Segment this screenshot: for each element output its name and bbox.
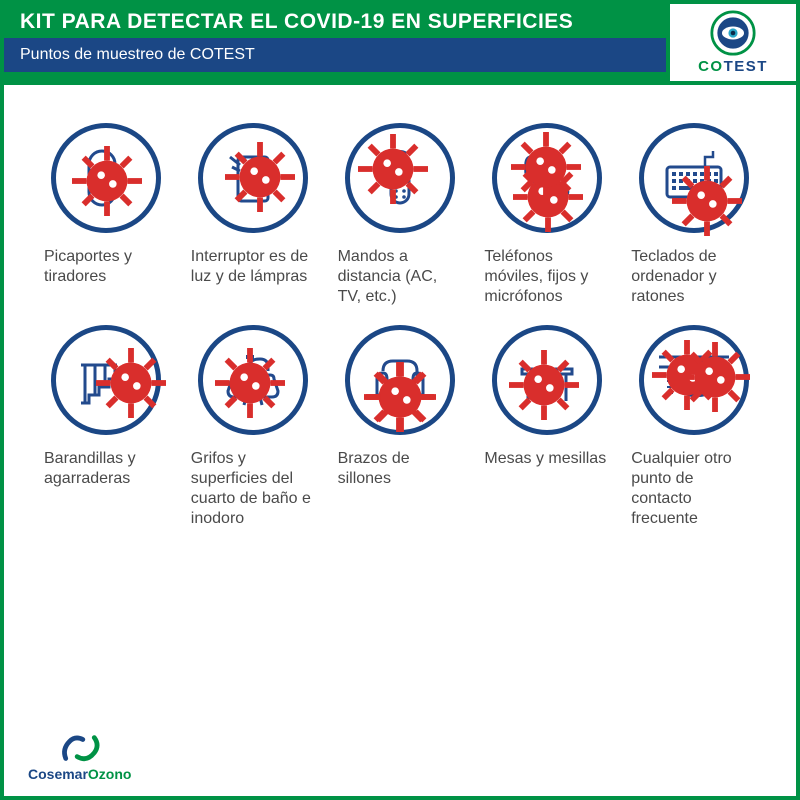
- cosemar-icon: [55, 730, 105, 768]
- remote-icon: [345, 123, 455, 233]
- brand-name: COTEST: [698, 58, 768, 75]
- item-remote: Mandos a distancia (AC, TV, etc.): [338, 123, 463, 307]
- subtitle: Puntos de muestreo de COTEST: [4, 38, 666, 72]
- items-grid: Picaportes y tiradores Interruptor es de…: [4, 85, 796, 549]
- item-keyboard: Teclados de ordenador y ratones: [631, 123, 756, 307]
- item-anycontact: Cualquier otro punto de contacto frecuen…: [631, 325, 756, 529]
- table-icon: [492, 325, 602, 435]
- keyboard-icon: [639, 123, 749, 233]
- item-label: Teléfonos móviles, fijos y micrófonos: [484, 247, 609, 307]
- item-doorknob: Picaportes y tiradores: [44, 123, 169, 307]
- header: KIT PARA DETECTAR EL COVID-19 EN SUPERFI…: [4, 4, 796, 85]
- header-left: KIT PARA DETECTAR EL COVID-19 EN SUPERFI…: [4, 4, 666, 85]
- item-lightswitch: Interruptor es de luz y de lámpras: [191, 123, 316, 307]
- virus-icon: [672, 166, 742, 236]
- doorknob-icon: [51, 123, 161, 233]
- page-title: KIT PARA DETECTAR EL COVID-19 EN SUPERFI…: [4, 4, 666, 38]
- phone-icon: [492, 123, 602, 233]
- item-label: Mandos a distancia (AC, TV, etc.): [338, 247, 463, 307]
- item-label: Cualquier otro punto de contacto frecuen…: [631, 449, 756, 529]
- armchair-icon: [345, 325, 455, 435]
- item-label: Interruptor es de luz y de lámpras: [191, 247, 316, 287]
- footer-brand: CosemarOzono: [28, 766, 131, 782]
- virus-icon: [680, 342, 750, 412]
- item-faucet: Grifos y superficies del cuarto de baño …: [191, 325, 316, 529]
- item-handrail: Barandillas y agarraderas: [44, 325, 169, 529]
- faucet-icon: [198, 325, 308, 435]
- brand-logo: COTEST: [666, 4, 796, 85]
- item-phone: Teléfonos móviles, fijos y micrófonos: [484, 123, 609, 307]
- item-label: Picaportes y tiradores: [44, 247, 169, 287]
- item-label: Grifos y superficies del cuarto de baño …: [191, 449, 316, 529]
- item-label: Mesas y mesillas: [484, 449, 609, 469]
- handrail-icon: [51, 325, 161, 435]
- item-label: Teclados de ordenador y ratones: [631, 247, 756, 307]
- item-label: Brazos de sillones: [338, 449, 463, 489]
- virus-icon: [225, 142, 295, 212]
- lightswitch-icon: [198, 123, 308, 233]
- virus-icon: [366, 362, 436, 432]
- virus-icon: [509, 350, 579, 420]
- virus-icon: [358, 134, 428, 204]
- virus-icon: [215, 348, 285, 418]
- item-label: Barandillas y agarraderas: [44, 449, 169, 489]
- item-table: Mesas y mesillas: [484, 325, 609, 529]
- virus-icon: [96, 348, 166, 418]
- virus-icon: [72, 146, 142, 216]
- eye-logo-icon: [710, 10, 756, 56]
- footer-logo: CosemarOzono: [28, 730, 131, 782]
- hand-grip-icon: [639, 325, 749, 435]
- infographic-container: KIT PARA DETECTAR EL COVID-19 EN SUPERFI…: [0, 0, 800, 800]
- virus-icon: [511, 132, 581, 202]
- item-armchair: Brazos de sillones: [338, 325, 463, 529]
